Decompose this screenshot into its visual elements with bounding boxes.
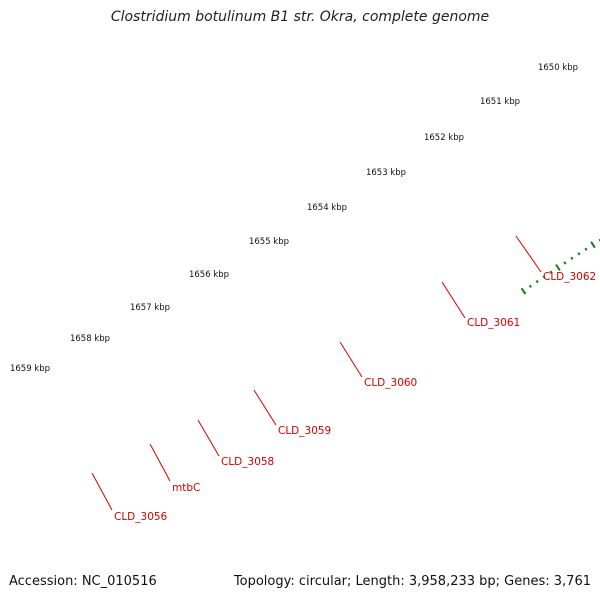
leader-line (197, 419, 220, 457)
leader-line (339, 341, 363, 378)
minor-tick (542, 275, 546, 279)
kbp-label: 1654 kbp (307, 203, 347, 213)
genome-summary: Topology: circular; Length: 3,958,233 bp… (233, 574, 591, 589)
kbp-label: 1659 kbp (10, 364, 50, 374)
minor-tick (577, 252, 581, 256)
accession-text: Accession: NC_010516 (9, 574, 157, 589)
leader-line (515, 235, 542, 273)
kbp-label: 1652 kbp (424, 133, 464, 143)
kbp-label: 1657 kbp (130, 303, 170, 313)
kbp-label: 1655 kbp (249, 237, 289, 247)
map-title: Clostridium botulinum B1 str. Okra, comp… (110, 9, 490, 25)
major-tick (520, 287, 527, 295)
minor-tick (563, 261, 567, 265)
gene-labels: CLD_3062 CLD_3061 CLD_3060 CLD_3059 CLD_3058… (114, 271, 596, 523)
leader-line (91, 472, 113, 511)
minor-tick (535, 279, 539, 284)
minor-tick (549, 270, 553, 274)
major-tick (555, 264, 561, 272)
gene-label: CLD_3060 (364, 377, 417, 389)
kbp-labels: 1650 kbp 1651 kbp 1652 kbp 1653 kbp 1654 kbp… (10, 63, 578, 374)
gene-label: CLD_3059 (278, 425, 331, 437)
kbp-label: 1658 kbp (70, 334, 110, 344)
major-tick (590, 241, 596, 249)
label-leaders (91, 235, 542, 511)
leader-line (253, 389, 277, 426)
gene-label: mtbC (172, 482, 200, 494)
minor-tick (570, 256, 574, 260)
gene-label: CLD_3061 (467, 317, 520, 329)
kbp-label: 1650 kbp (538, 63, 578, 73)
kbp-label: 1651 kbp (480, 97, 520, 107)
gene-label: CLD_3058 (221, 456, 274, 468)
kbp-label: 1656 kbp (189, 270, 229, 280)
minor-tick (584, 247, 588, 251)
kbp-label: 1653 kbp (366, 168, 406, 178)
leader-line (441, 281, 466, 319)
outer-tick-ring (520, 238, 600, 295)
gene-label: CLD_3062 (543, 271, 596, 283)
leader-line (149, 443, 171, 482)
gene-label: CLD_3056 (114, 511, 168, 523)
minor-tick (528, 284, 532, 288)
